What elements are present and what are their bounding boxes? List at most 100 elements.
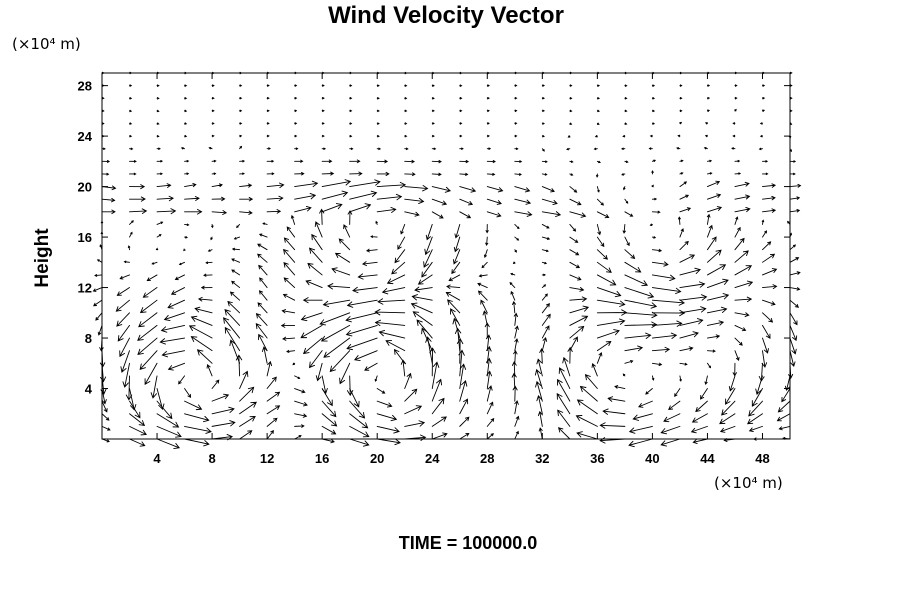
wind-arrow	[607, 396, 626, 402]
wind-arrow	[789, 84, 793, 87]
wind-arrow	[482, 310, 488, 326]
wind-arrow	[734, 96, 738, 100]
wind-arrow	[231, 280, 241, 289]
wind-arrow	[129, 84, 133, 87]
wind-arrow	[266, 360, 273, 377]
wind-arrow	[156, 208, 177, 215]
wind-arrow	[180, 147, 186, 150]
wind-arrow	[100, 220, 104, 225]
wind-arrow	[421, 261, 433, 278]
wind-arrow	[188, 325, 213, 339]
wind-arrow	[100, 231, 104, 238]
wind-arrow	[294, 180, 319, 188]
wind-arrow	[376, 181, 407, 189]
wind-arrow	[762, 71, 766, 75]
wind-arrow	[454, 223, 461, 239]
wind-arrow	[734, 337, 743, 346]
wind-arrow	[159, 337, 186, 345]
wind-arrow	[512, 300, 516, 314]
wind-arrow	[748, 425, 763, 433]
wind-arrow	[628, 425, 653, 434]
wind-arrow	[431, 361, 440, 389]
wind-arrow	[184, 400, 203, 411]
wind-arrow	[184, 425, 212, 434]
wind-arrow	[211, 406, 235, 415]
wind-arrow	[258, 290, 268, 301]
wind-arrow	[536, 394, 543, 415]
wind-arrow	[239, 96, 243, 100]
wind-arrow	[184, 223, 190, 227]
wind-arrow	[651, 274, 676, 282]
wind-arrow	[211, 379, 220, 389]
wind-arrow	[477, 290, 488, 301]
wind-arrow	[283, 237, 296, 251]
wind-arrow	[123, 260, 130, 264]
wind-arrow	[778, 425, 791, 431]
wind-arrow	[706, 206, 723, 213]
wind-arrow	[734, 216, 739, 225]
wind-arrow	[762, 172, 769, 176]
wind-arrow	[239, 183, 253, 188]
wind-arrow	[663, 413, 681, 423]
wind-arrow	[229, 291, 241, 301]
wind-arrow	[789, 299, 799, 308]
wind-arrow	[96, 259, 103, 263]
wind-arrow	[596, 261, 612, 273]
wind-arrow	[266, 71, 270, 75]
wind-arrow	[346, 337, 378, 351]
wind-arrow	[239, 386, 255, 402]
wind-arrow	[281, 309, 296, 314]
wind-arrow	[376, 122, 380, 125]
wind-arrow	[624, 160, 629, 163]
wind-arrow	[734, 324, 747, 332]
wind-arrow	[486, 172, 496, 176]
wind-arrow	[541, 122, 546, 125]
wind-arrow	[404, 434, 427, 441]
wind-arrow	[624, 261, 642, 273]
wind-arrow	[566, 147, 571, 151]
wind-arrow	[156, 425, 182, 438]
wind-arrow	[184, 159, 190, 163]
wind-arrow	[486, 96, 490, 100]
wind-arrow	[239, 159, 246, 163]
wind-arrow	[459, 172, 469, 176]
wind-arrow	[734, 159, 741, 163]
wind-arrow	[101, 197, 116, 203]
wind-arrow	[541, 109, 546, 113]
wind-arrow	[759, 122, 763, 125]
wind-arrow	[734, 226, 741, 238]
wind-arrow	[178, 261, 186, 266]
wind-arrow	[300, 324, 323, 339]
wind-arrow	[294, 134, 298, 138]
wind-arrow	[762, 109, 766, 112]
wind-arrow	[514, 122, 518, 125]
wind-arrow	[459, 416, 470, 427]
wind-arrow	[651, 248, 663, 253]
wind-arrow	[307, 262, 323, 276]
wind-arrow	[569, 71, 573, 75]
wind-arrow	[486, 417, 495, 427]
wind-arrow	[349, 203, 372, 213]
wind-arrow	[596, 299, 626, 307]
wind-arrow	[302, 297, 323, 304]
wind-arrow	[207, 249, 213, 252]
wind-arrow	[789, 287, 801, 291]
wind-arrow	[129, 220, 134, 225]
wind-arrow	[679, 306, 707, 314]
wind-arrow	[129, 196, 146, 202]
wind-arrow	[170, 287, 186, 295]
wind-arrow	[596, 211, 610, 219]
wind-arrow	[349, 179, 381, 188]
wind-arrow	[101, 172, 110, 176]
wind-arrow	[431, 211, 444, 219]
wind-arrow	[349, 413, 369, 429]
wind-arrow	[156, 84, 160, 87]
wind-arrow	[184, 413, 210, 423]
wind-arrow	[223, 317, 241, 339]
wind-arrow	[151, 261, 158, 265]
x-tick-label: 24	[425, 451, 440, 466]
wind-arrow	[101, 438, 110, 443]
wind-arrow	[453, 236, 461, 253]
wind-arrow	[156, 134, 160, 138]
wind-arrow	[239, 122, 243, 125]
